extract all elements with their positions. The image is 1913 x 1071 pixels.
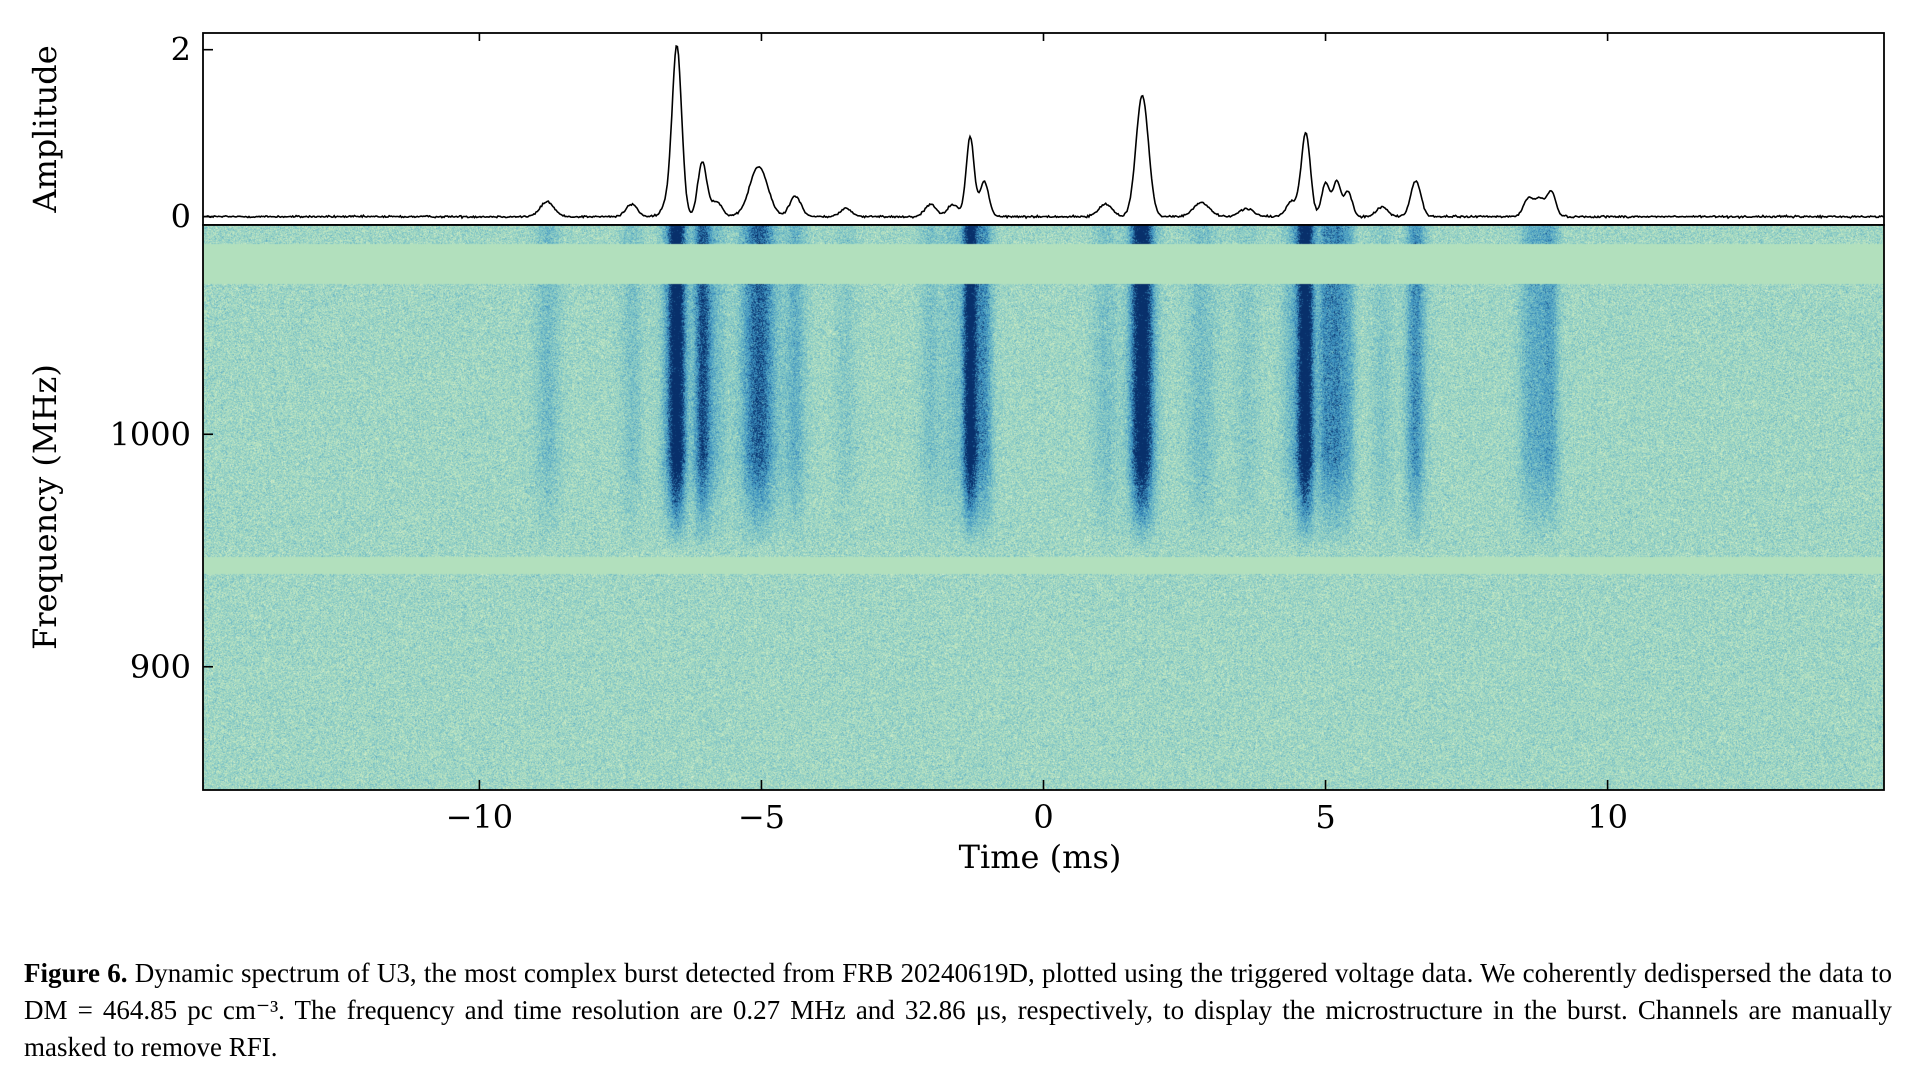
time-series-panel: 02 Amplitude [26,31,1885,236]
time-tick-label: −5 [738,798,785,836]
figure-caption: Figure 6. Dynamic spectrum of U3, the mo… [24,955,1892,1066]
amplitude-tick-label: 0 [171,198,191,236]
caption-label: Figure 6. [24,958,128,988]
time-tick-label: −10 [446,798,514,836]
frequency-tick-label: 1000 [110,415,191,453]
time-series-yticks: 02 [171,31,213,236]
amplitude-axis-label: Amplitude [26,45,64,213]
frequency-tick-label: 900 [130,648,191,686]
time-tick-label: 5 [1315,798,1335,836]
time-axis-label: Time (ms) [959,838,1122,876]
time-xticks: −10 −5 0 5 10 [446,33,1628,836]
time-tick-label: 10 [1587,798,1628,836]
dynamic-spectrum-panel: 900 1000 −10 −5 0 5 10 Frequency (MHz) Time (… [26,33,1885,876]
amplitude-tick-label: 2 [171,31,191,69]
frequency-axis-label: Frequency (MHz) [26,364,64,650]
dynamic-spectrum-heatmap [203,225,1884,790]
frequency-yticks: 900 1000 [110,415,213,686]
caption-text: Dynamic spectrum of U3, the most complex… [24,958,1892,1062]
time-tick-label: 0 [1033,798,1053,836]
amplitude-line [202,44,1885,220]
